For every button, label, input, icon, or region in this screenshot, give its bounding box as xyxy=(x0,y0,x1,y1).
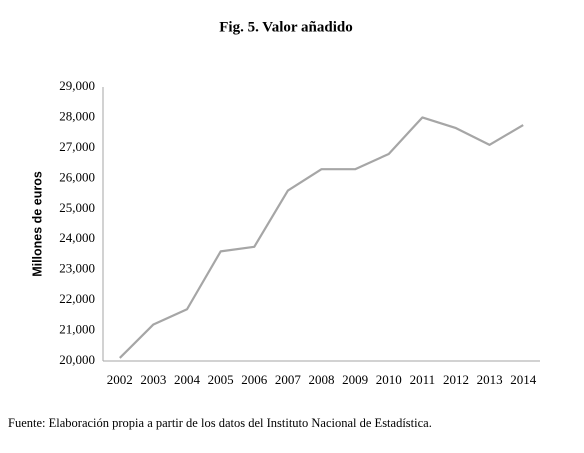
source-note: Fuente: Elaboración propia a partir de l… xyxy=(8,416,432,430)
y-tick-label: 22,000 xyxy=(59,291,95,306)
y-tick-label: 29,000 xyxy=(59,78,95,93)
x-tick-label: 2012 xyxy=(443,372,469,387)
data-line xyxy=(119,116,524,359)
x-tick-label: 2011 xyxy=(410,372,436,387)
x-tick-label: 2004 xyxy=(174,372,201,387)
x-tick-label: 2010 xyxy=(376,372,402,387)
y-tick-label: 27,000 xyxy=(59,139,95,154)
y-tick-label: 21,000 xyxy=(59,322,95,337)
x-tick-label: 2002 xyxy=(107,372,133,387)
y-tick-label: 25,000 xyxy=(59,200,95,215)
x-tick-label: 2008 xyxy=(309,372,335,387)
x-tick-label: 2006 xyxy=(241,372,268,387)
y-tick-label: 24,000 xyxy=(59,230,95,245)
y-tick-label: 23,000 xyxy=(59,261,95,276)
x-tick-label: 2007 xyxy=(275,372,302,387)
y-tick-label: 26,000 xyxy=(59,169,95,184)
y-tick-label: 28,000 xyxy=(59,108,95,123)
chart-title: Fig. 5. Valor añadido xyxy=(219,19,353,35)
x-tick-label: 2005 xyxy=(208,372,234,387)
y-axis-label: Millones de euros xyxy=(30,171,44,277)
x-tick-label: 2014 xyxy=(510,372,537,387)
x-tick-label: 2013 xyxy=(477,372,503,387)
x-tick-label: 2009 xyxy=(342,372,368,387)
x-tick-label: 2003 xyxy=(140,372,166,387)
y-tick-label: 20,000 xyxy=(59,352,95,367)
